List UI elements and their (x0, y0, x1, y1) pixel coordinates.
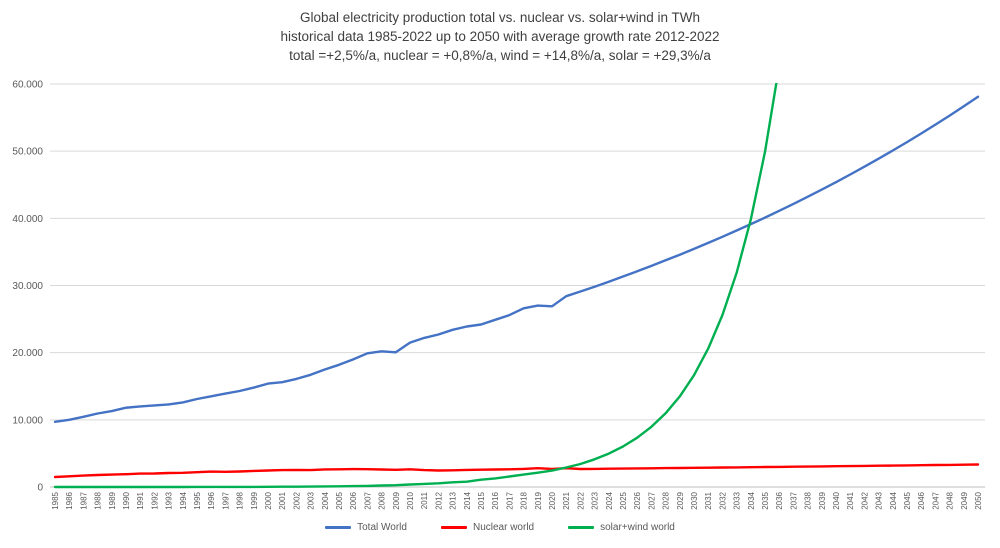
x-axis-tick-label: 2014 (463, 491, 472, 509)
x-axis-tick-label: 2001 (278, 491, 287, 509)
x-axis-tick-label: 1990 (122, 491, 131, 509)
x-axis-tick-label: 1998 (236, 491, 245, 509)
y-axis-tick-label: 10.000 (12, 415, 43, 426)
x-axis-tick-label: 2013 (449, 491, 458, 509)
legend-item-solar-wind-world: solar+wind world (568, 522, 675, 533)
legend-label-total-world: Total World (357, 522, 407, 533)
x-axis-tick-label: 2008 (378, 491, 387, 509)
x-axis-tick-label: 2047 (931, 491, 940, 509)
x-axis-tick-label: 2004 (321, 491, 330, 509)
x-axis-tick-label: 2022 (576, 491, 585, 509)
x-axis-tick-label: 1994 (179, 491, 188, 509)
x-axis-tick-label: 2003 (307, 491, 316, 509)
x-axis-tick-label: 2015 (477, 491, 486, 509)
x-axis-tick-label: 2023 (591, 491, 600, 509)
x-axis-tick-label: 2010 (406, 491, 415, 509)
chart-title: Global electricity production total vs. … (0, 8, 1000, 65)
series-line-nuclear-world (53, 463, 980, 479)
x-axis-tick-label: 1989 (108, 491, 117, 509)
x-axis-tick-label: 1986 (65, 491, 74, 509)
y-axis-tick-label: 30.000 (12, 281, 43, 292)
x-axis-tick-label: 2049 (960, 491, 969, 509)
x-axis-tick-label: 2027 (647, 491, 656, 509)
legend-label-nuclear-world: Nuclear world (472, 522, 535, 533)
x-axis-tick-label: 1996 (207, 491, 216, 509)
chart-title-line-2: historical data 1985-2022 up to 2050 wit… (280, 29, 720, 44)
x-axis-tick-label: 2045 (903, 491, 912, 509)
legend: Total World Nuclear world solar+wind wor… (0, 522, 1000, 533)
x-axis-tick-label: 1997 (221, 491, 230, 509)
x-axis-tick-label: 2018 (520, 491, 529, 509)
x-axis-tick-label: 2042 (860, 491, 869, 509)
x-axis-tick-label: 1995 (193, 491, 202, 509)
x-axis-tick-label: 2019 (534, 491, 543, 509)
x-axis-tick-label: 2050 (974, 491, 983, 509)
x-axis-tick-label: 1991 (136, 491, 145, 509)
legend-label-solar-wind-world: solar+wind world (600, 522, 675, 533)
y-axis-tick-label: 0 (37, 483, 43, 494)
x-axis-tick-label: 2007 (363, 491, 372, 509)
y-axis-tick-label: 50.000 (12, 147, 43, 158)
x-axis-tick-label: 2041 (846, 491, 855, 509)
x-axis-tick-label: 2024 (605, 491, 614, 509)
series-line-total-world (53, 95, 980, 423)
x-axis-tick-label: 2044 (889, 491, 898, 509)
legend-line-swatch-total-world (325, 526, 352, 529)
x-axis-tick-label: 2037 (789, 491, 798, 509)
legend-line-swatch-solar-wind-world (568, 526, 595, 529)
y-axis-tick-label: 40.000 (12, 214, 43, 225)
x-axis-tick-label: 2016 (491, 491, 500, 509)
x-axis-tick-label: 2038 (804, 491, 813, 509)
x-axis-tick-label: 1985 (51, 491, 60, 509)
y-axis-tick-label: 60.000 (12, 80, 43, 91)
chart-title-line-3: total =+2,5%/a, nuclear = +0,8%/a, wind … (289, 48, 711, 63)
x-axis-tick-label: 2048 (946, 491, 955, 509)
x-axis-tick-label: 1999 (250, 491, 259, 509)
x-axis-tick-label: 2029 (676, 491, 685, 509)
x-axis-tick-label: 2021 (562, 491, 571, 509)
x-axis-tick-label: 2039 (818, 491, 827, 509)
x-axis-tick-label: 1993 (165, 491, 174, 509)
x-axis-tick-label: 2033 (733, 491, 742, 509)
x-axis-tick-label: 2011 (420, 491, 429, 509)
x-axis-tick-label: 1992 (150, 491, 159, 509)
legend-item-nuclear-world: Nuclear world (440, 522, 535, 533)
x-axis-tick-label: 2040 (832, 491, 841, 509)
x-axis-tick-label: 2006 (349, 491, 358, 509)
x-axis-tick-label: 2032 (718, 491, 727, 509)
x-axis-tick-label: 2043 (875, 491, 884, 509)
x-axis-tick-label: 2036 (775, 491, 784, 509)
legend-line-swatch-nuclear-world (440, 526, 467, 529)
x-axis-tick-label: 1988 (94, 491, 103, 509)
legend-item-total-world: Total World (325, 522, 407, 533)
x-axis-tick-label: 2034 (747, 491, 756, 509)
x-axis-tick-label: 1987 (79, 491, 88, 509)
x-axis-tick-label: 2031 (704, 491, 713, 509)
series-line-solar-wind-world (53, 83, 778, 489)
x-axis-tick-label: 2030 (690, 491, 699, 509)
y-axis-tick-label: 20.000 (12, 348, 43, 359)
x-axis-tick-label: 2012 (434, 491, 443, 509)
x-axis-tick-label: 2000 (264, 491, 273, 509)
x-axis-tick-label: 2025 (619, 491, 628, 509)
x-axis-tick-label: 2026 (633, 491, 642, 509)
x-axis-tick-label: 2005 (335, 491, 344, 509)
x-axis-tick-label: 2035 (761, 491, 770, 509)
x-axis-tick-label: 2017 (505, 491, 514, 509)
x-axis-tick-label: 2020 (548, 491, 557, 509)
chart-title-line-1: Global electricity production total vs. … (299, 10, 701, 25)
x-axis-tick-label: 2009 (392, 491, 401, 509)
x-axis-tick-label: 2046 (917, 491, 926, 509)
x-axis-tick-label: 2028 (662, 491, 671, 509)
x-axis-tick-label: 2002 (292, 491, 301, 509)
